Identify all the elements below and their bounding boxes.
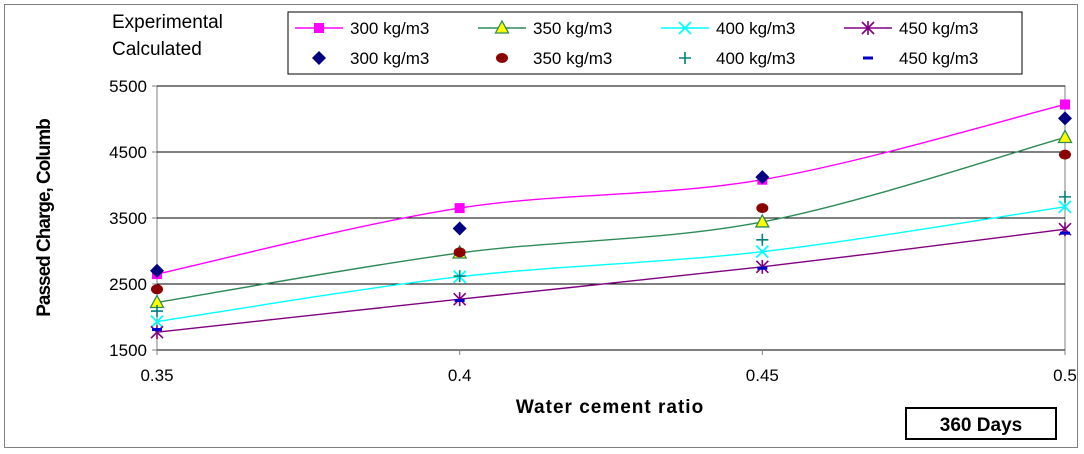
calculated-point (452, 221, 467, 236)
legend-items: 300 kg/m3 350 kg/m3 400 kg/m3 450 kg/m3 300 … (295, 19, 978, 68)
calculated-point (756, 203, 769, 214)
legend-marker (863, 56, 873, 60)
legend-marker (312, 51, 326, 65)
experimental-point (1060, 99, 1070, 110)
experimental-series-group (149, 99, 1073, 340)
calculated-point (1058, 111, 1072, 126)
gridlines (157, 85, 1065, 351)
legend-label-calculated: 300 kg/m3 (350, 49, 429, 68)
experimental-point (454, 203, 465, 214)
legend-box (287, 11, 1023, 75)
axis-ticks: 1500 2500 3500 4500 5500 0.35 0.4 0.45 0.5 (109, 77, 1077, 385)
x-tick-label: 0.45 (746, 366, 779, 385)
legend-group-experimental: Experimental (112, 12, 223, 33)
legend-marker (494, 19, 510, 34)
y-tick-label: 3500 (109, 209, 147, 228)
calculated-point (453, 270, 466, 283)
calculated-point (757, 266, 768, 270)
annotation-box (905, 407, 1057, 440)
calculated-point (150, 263, 164, 278)
y-axis-title: Passed Charge, Columb (34, 119, 55, 317)
legend-marker (496, 53, 508, 63)
calculated-point (1059, 149, 1071, 160)
experimental-line-2 (156, 206, 1066, 323)
legend-label-experimental: 450 kg/m3 (899, 19, 978, 38)
experimental-point (150, 314, 164, 329)
experimental-line-0 (156, 103, 1066, 275)
experimental-point (754, 213, 770, 228)
legend-marker (861, 21, 875, 35)
legend-label-experimental: 350 kg/m3 (533, 19, 612, 38)
x-tick-label: 0.35 (140, 366, 173, 385)
legend-label-experimental: 300 kg/m3 (350, 19, 429, 38)
experimental-line-3 (156, 228, 1066, 333)
y-tick-label: 1500 (109, 341, 147, 360)
x-axis-title: Water cement ratio (516, 397, 704, 418)
y-tick-label: 5500 (109, 77, 147, 96)
calculated-point (151, 305, 163, 318)
calculated-point (454, 299, 465, 302)
chart-frame (4, 4, 1078, 448)
y-tick-label: 2500 (109, 275, 147, 294)
calculated-point (755, 170, 770, 185)
calculated-point (756, 233, 769, 246)
legend-label-calculated: 400 kg/m3 (716, 49, 795, 68)
calculated-point (453, 247, 466, 258)
legend-label-calculated: 350 kg/m3 (533, 49, 612, 68)
experimental-point (1058, 200, 1072, 214)
legend-marker (314, 23, 324, 33)
experimental-point (755, 245, 769, 259)
experimental-line-1 (156, 136, 1066, 304)
calculated-point (151, 284, 163, 295)
legend-group-calculated: Calculated (112, 39, 202, 60)
experimental-point (1057, 129, 1073, 144)
y-tick-label: 4500 (109, 143, 147, 162)
x-tick-label: 0.5 (1053, 366, 1077, 385)
annotation-label: 360 Days (940, 415, 1022, 436)
legend-marker (679, 52, 691, 64)
calculated-point (1059, 190, 1071, 203)
calculated-series-group (150, 111, 1072, 332)
x-tick-label: 0.4 (448, 366, 472, 385)
legend-label-calculated: 450 kg/m3 (899, 49, 978, 68)
legend-marker (678, 21, 692, 35)
legend-label-experimental: 400 kg/m3 (716, 19, 795, 38)
calculated-point (1060, 231, 1070, 235)
calculated-point (152, 328, 162, 332)
